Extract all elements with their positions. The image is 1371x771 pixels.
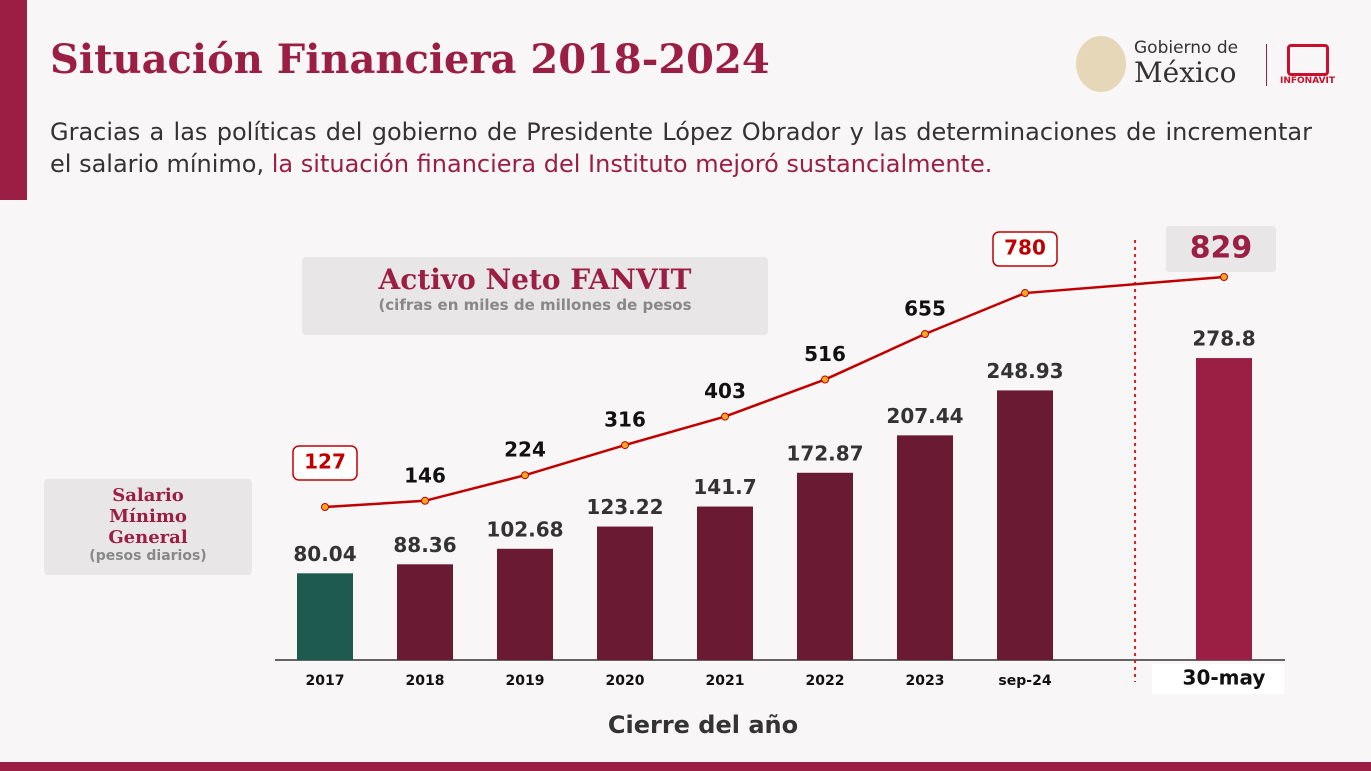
line-value-label: 403 — [704, 379, 746, 403]
x-axis-label: Cierre del año — [608, 711, 798, 739]
bar — [1196, 358, 1252, 660]
x-tick-label: 2017 — [306, 673, 345, 689]
line-value-label: 829 — [1190, 231, 1253, 266]
line-point — [421, 496, 429, 505]
x-tick-label: 2022 — [806, 673, 845, 689]
bar-value-label: 172.87 — [786, 441, 863, 465]
intro-highlight: la situación financiera del Instituto me… — [271, 150, 993, 178]
x-tick-label: 2021 — [706, 673, 745, 689]
bar-series-note: (pesos diarios) — [89, 548, 207, 564]
line-point — [721, 412, 729, 421]
bar-value-label: 88.36 — [393, 533, 456, 557]
line-series-note: (cifras en miles de millones de pesos — [378, 296, 692, 314]
logo-gobierno: Gobierno de — [1134, 38, 1239, 58]
bar-legend-box: Salario Mínimo General (pesos diarios) — [44, 479, 252, 575]
bar — [297, 573, 353, 660]
bar-value-label: 80.04 — [293, 542, 356, 566]
x-tick-label: 2019 — [506, 673, 545, 689]
line-point — [1021, 289, 1029, 298]
line-label-box — [1166, 226, 1276, 272]
x-tick-label: sep-24 — [998, 673, 1051, 689]
line-value-label: 316 — [604, 408, 646, 432]
bar-value-label: 141.7 — [693, 475, 756, 499]
line-value-label: 146 — [404, 463, 446, 487]
intro-text: Gracias a las políticas del gobierno de … — [50, 116, 1312, 180]
bar — [397, 564, 453, 660]
line-value-label: 127 — [304, 450, 346, 474]
bottom-band — [0, 762, 1371, 771]
line-point — [321, 503, 329, 511]
x-tick-label: 2018 — [406, 673, 445, 689]
x-tick-label: 2023 — [906, 673, 945, 689]
bar — [897, 435, 953, 660]
last-category-box — [1152, 664, 1284, 694]
line-point — [521, 471, 529, 480]
intro-plain: Gracias a las políticas del gobierno de … — [50, 118, 1312, 178]
bar-value-label: 123.22 — [586, 495, 663, 519]
line-label-box — [992, 231, 1058, 267]
bar — [797, 472, 853, 660]
bar — [497, 548, 553, 660]
line-point — [1220, 273, 1228, 281]
line-value-label: 780 — [1004, 236, 1046, 260]
line-value-label: 655 — [904, 297, 946, 321]
bar-value-label: 207.44 — [886, 404, 963, 428]
bar-value-label: 102.68 — [486, 517, 563, 541]
bar — [697, 506, 753, 660]
line-point — [821, 375, 829, 384]
line-legend-box: Activo Neto FANVIT (cifras en miles de m… — [302, 257, 768, 335]
line-series — [324, 275, 1225, 509]
seal-icon — [1076, 36, 1126, 92]
line-label-box — [292, 445, 358, 481]
line-value-label: 516 — [804, 342, 846, 366]
bar-series-name: Salario Mínimo General — [108, 485, 188, 548]
bar — [997, 390, 1053, 660]
logo-divider — [1266, 44, 1267, 86]
bar-value-label: 278.8 — [1192, 327, 1255, 351]
side-band — [0, 0, 27, 200]
infonavit-icon — [1287, 44, 1329, 76]
line-point — [921, 330, 929, 339]
bar — [597, 526, 653, 660]
bar-value-label: 248.93 — [986, 359, 1063, 383]
x-tick-label: 2020 — [606, 673, 645, 689]
x-tick-label: 30-may — [1183, 666, 1266, 690]
slide-title: Situación Financiera 2018-2024 — [50, 36, 770, 83]
logo-mexico: México — [1134, 56, 1237, 89]
line-point — [621, 441, 629, 450]
line-value-label: 224 — [504, 438, 546, 462]
logo-infonavit: INFONAVIT — [1280, 76, 1336, 86]
line-series-name: Activo Neto FANVIT — [378, 263, 692, 296]
